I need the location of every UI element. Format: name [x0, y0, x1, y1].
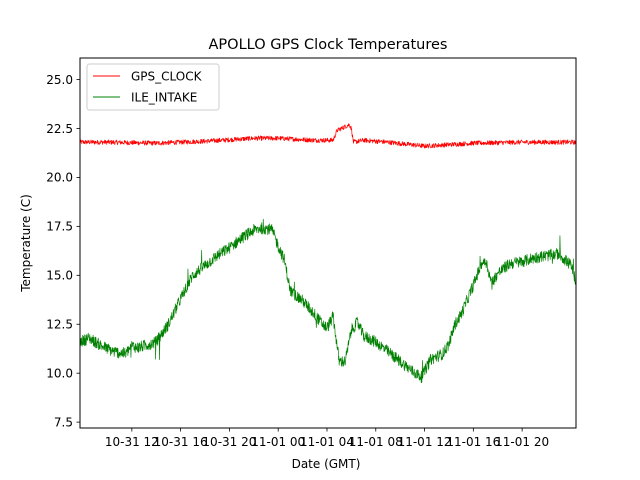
y-tick-label: 12.5 [46, 318, 73, 332]
x-tick-label: 11-01 20 [495, 435, 549, 449]
x-tick-label: 11-01 16 [446, 435, 500, 449]
y-tick-label: 20.0 [46, 171, 73, 185]
x-tick-label: 11-01 08 [349, 435, 403, 449]
y-tick-label: 7.5 [54, 415, 73, 429]
legend-label: ILE_INTAKE [131, 90, 197, 104]
series-line-gps-clock [79, 123, 577, 149]
legend-label: GPS_CLOCK [131, 69, 203, 83]
x-tick-label: 10-31 12 [105, 435, 159, 449]
plot-frame [79, 57, 577, 429]
y-axis-title: Temperature (C) [19, 194, 33, 293]
legend: GPS_CLOCK ILE_INTAKE [86, 63, 220, 111]
x-tick-label: 11-01 04 [300, 435, 354, 449]
y-tick-label: 15.0 [46, 269, 73, 283]
y-tick-label: 25.0 [46, 73, 73, 87]
y-tick-label: 10.0 [46, 366, 73, 380]
x-axis-title: Date (GMT) [292, 457, 361, 471]
x-tick-label: 10-31 20 [202, 435, 256, 449]
legend-box [86, 63, 220, 111]
x-tick-label: 10-31 16 [154, 435, 208, 449]
x-tick-label: 11-01 00 [251, 435, 305, 449]
x-tick-label: 11-01 12 [398, 435, 452, 449]
y-tick-label: 17.5 [46, 220, 73, 234]
series-line-ile-intake [79, 218, 577, 384]
y-axis: 7.5 10.0 12.5 15.0 17.5 20.0 22.5 25.0 [46, 73, 80, 429]
chart-title: APOLLO GPS Clock Temperatures [209, 37, 448, 53]
series-layer [79, 123, 577, 384]
y-tick-label: 22.5 [46, 122, 73, 136]
